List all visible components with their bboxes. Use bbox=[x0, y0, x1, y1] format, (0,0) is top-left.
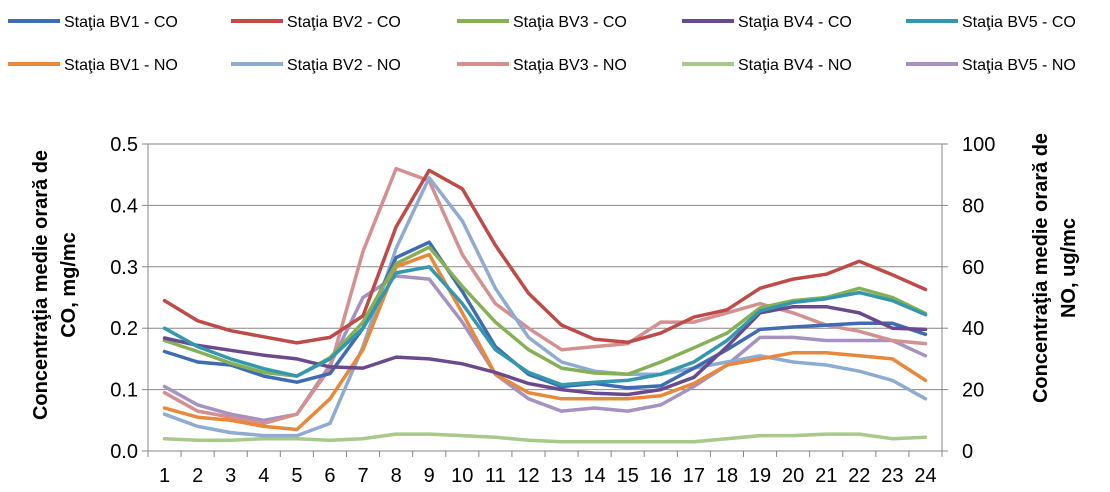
x-tick-label: 19 bbox=[749, 465, 771, 487]
x-tick-label: 17 bbox=[683, 465, 705, 487]
x-tick-label: 8 bbox=[391, 465, 402, 487]
x-tick-label: 9 bbox=[424, 465, 435, 487]
right-tick-label: 40 bbox=[962, 318, 984, 340]
left-tick-label: 0.1 bbox=[110, 380, 138, 402]
legend-label-sta-ia-bv3-no: Staţia BV3 - NO bbox=[513, 57, 627, 74]
x-tick-label: 10 bbox=[451, 465, 473, 487]
legend-label-sta-ia-bv4-no: Staţia BV4 - NO bbox=[738, 57, 852, 74]
x-tick-label: 22 bbox=[848, 465, 870, 487]
series-line-sta-ia-bv4-no bbox=[162, 432, 928, 444]
series-line-sta-ia-bv2-no bbox=[162, 176, 928, 438]
x-tick-label: 4 bbox=[258, 465, 269, 487]
x-tick-label: 3 bbox=[225, 465, 236, 487]
left-y-axis-title: Concentraţia medie orară de CO, mg/mc bbox=[30, 150, 80, 420]
left-tick-label: 0.4 bbox=[110, 195, 138, 217]
legend-label-sta-ia-bv4-co: Staţia BV4 - CO bbox=[738, 14, 852, 31]
x-tick-label: 18 bbox=[716, 465, 738, 487]
left-tick-label: 0.3 bbox=[110, 257, 138, 279]
left-y-axis-ticks: 0.0 0.1 0.2 0.3 0.4 0.5 bbox=[110, 134, 148, 463]
x-tick-label: 20 bbox=[782, 465, 804, 487]
series-line-sta-ia-bv1-co bbox=[162, 240, 928, 390]
x-tick-label: 16 bbox=[650, 465, 672, 487]
series-line-sta-ia-bv5-co bbox=[162, 265, 928, 387]
right-y-axis-title: Concentraţia medie orară de NO, ug/mc bbox=[1030, 133, 1080, 403]
right-tick-label: 0 bbox=[962, 441, 973, 463]
series-line-sta-ia-bv2-co bbox=[162, 168, 928, 345]
legend-label-sta-ia-bv3-co: Staţia BV3 - CO bbox=[513, 14, 627, 31]
legend-label-sta-ia-bv1-co: Staţia BV1 - CO bbox=[64, 14, 178, 31]
x-tick-label: 1 bbox=[159, 465, 170, 487]
left-tick-label: 0.2 bbox=[110, 318, 138, 340]
legend: Staţia BV1 - CO Staţia BV2 - CO Staţia BV3… bbox=[8, 14, 1076, 74]
x-tick-label: 6 bbox=[324, 465, 335, 487]
x-tick-label: 11 bbox=[485, 465, 506, 487]
x-tick-label: 12 bbox=[517, 465, 539, 487]
right-tick-label: 80 bbox=[962, 195, 984, 217]
left-tick-label: 0.0 bbox=[110, 441, 138, 463]
series-line-sta-ia-bv3-no bbox=[162, 166, 928, 426]
right-tick-label: 20 bbox=[962, 380, 984, 402]
x-tick-label: 7 bbox=[357, 465, 368, 487]
right-y-axis-ticks: 0 20 40 60 80 100 bbox=[942, 134, 995, 463]
legend-label-sta-ia-bv5-no: Staţia BV5 - NO bbox=[962, 57, 1076, 74]
series-line-sta-ia-bv1-no bbox=[162, 252, 928, 432]
left-tick-label: 0.5 bbox=[110, 134, 138, 156]
right-tick-label: 100 bbox=[962, 134, 995, 156]
x-tick-label: 2 bbox=[192, 465, 203, 487]
legend-label-sta-ia-bv1-no: Staţia BV1 - NO bbox=[64, 57, 178, 74]
right-tick-label: 60 bbox=[962, 257, 984, 279]
x-tick-label: 23 bbox=[881, 465, 903, 487]
x-tick-label: 24 bbox=[914, 465, 936, 487]
legend-label-sta-ia-bv2-co: Staţia BV2 - CO bbox=[287, 14, 401, 31]
x-tick-label: 5 bbox=[291, 465, 302, 487]
x-tick-label: 14 bbox=[584, 465, 606, 487]
legend-label-sta-ia-bv5-co: Staţia BV5 - CO bbox=[962, 14, 1076, 31]
axes bbox=[147, 144, 943, 457]
x-tick-label: 15 bbox=[617, 465, 639, 487]
legend-label-sta-ia-bv2-no: Staţia BV2 - NO bbox=[287, 57, 401, 74]
series-line-sta-ia-bv4-co bbox=[162, 304, 928, 397]
series-lines bbox=[162, 166, 928, 444]
x-tick-label: 13 bbox=[550, 465, 572, 487]
x-axis-ticks: 1 2 3 4 5 6 7 8 9 10 11 12 13 14 15 16 17 18 19 20 21 22 23 24 bbox=[159, 465, 937, 487]
x-tick-label: 21 bbox=[815, 465, 837, 487]
